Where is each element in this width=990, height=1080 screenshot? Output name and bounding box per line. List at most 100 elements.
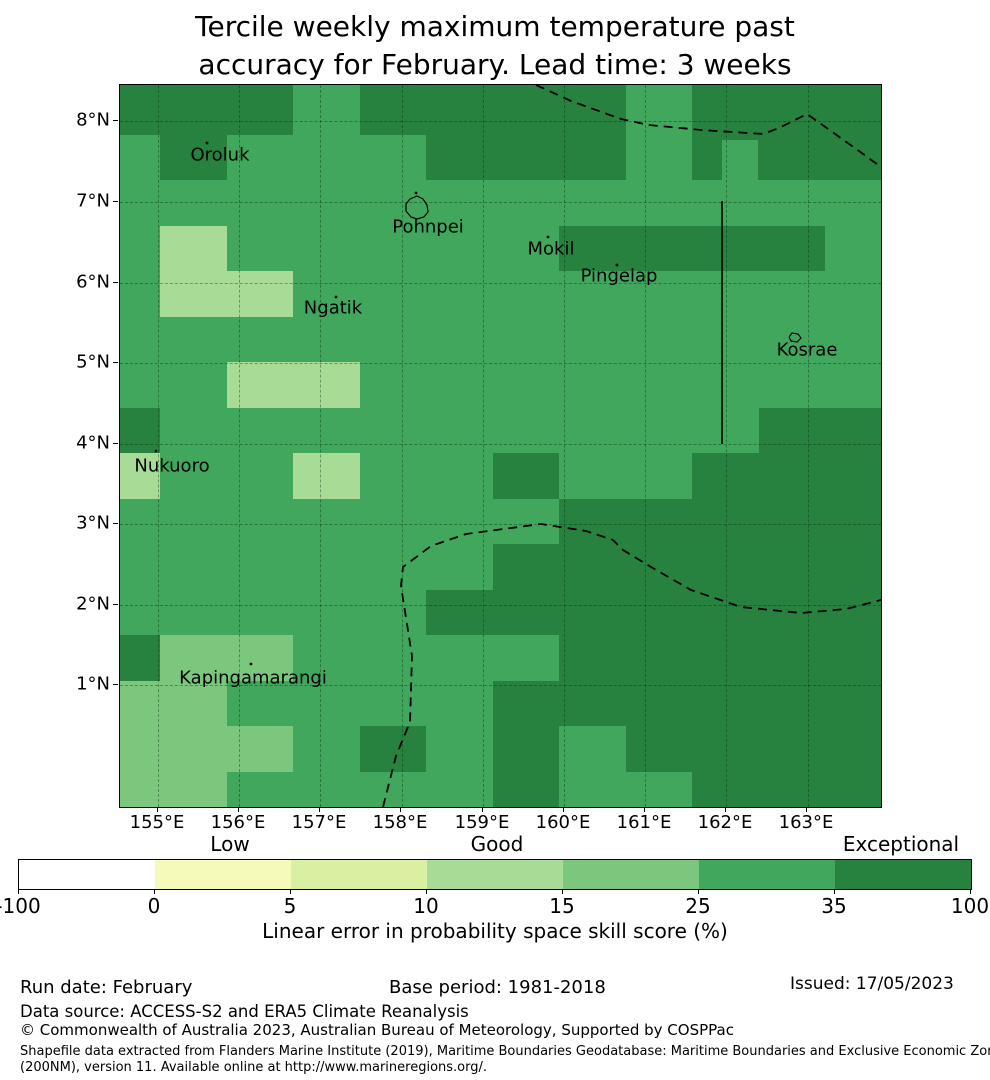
place-label-oroluk: Oroluk [190, 144, 250, 166]
island-outline-pohnpei [405, 195, 429, 220]
map-cell [293, 407, 361, 454]
map-cell [426, 407, 494, 454]
map-cell [226, 316, 294, 363]
map-cell [492, 134, 560, 181]
map-cell [758, 771, 826, 807]
graticule-meridian [483, 85, 484, 807]
figure-title-line1: Tercile weekly maximum temperature past [195, 10, 795, 43]
colorbar-tick-mark [154, 889, 155, 894]
map-cell [825, 680, 881, 727]
map-cell [758, 180, 826, 227]
map-cell [120, 680, 161, 727]
map-cell [226, 771, 294, 807]
map-cell [293, 225, 361, 272]
map-cell [120, 453, 161, 500]
map-cell [825, 544, 881, 591]
graticule-meridian [158, 85, 159, 807]
map-cell [120, 498, 161, 545]
map-cell [160, 726, 228, 773]
place-label-nukuoro: Nukuoro [134, 455, 210, 477]
map-cell [758, 85, 826, 136]
map-cell [120, 316, 161, 363]
graticule-meridian [564, 85, 565, 807]
graticule-meridian [645, 85, 646, 807]
map-panel: Oroluk Pohnpei Mokil Pingelap Ngatik Kosrae Nu… [119, 84, 882, 808]
base-period-text: Base period: 1981-2018 [389, 977, 606, 998]
map-cell [758, 407, 826, 454]
colorbar-tick-label: 15 [549, 894, 575, 918]
x-tick-label: 155°E [129, 812, 185, 833]
place-label-kosrae: Kosrae [776, 339, 838, 361]
map-cell [825, 726, 881, 773]
map-cell [758, 635, 826, 682]
graticule-meridian [808, 85, 809, 807]
map-cell [692, 771, 760, 807]
map-cell [692, 726, 760, 773]
map-cell [293, 635, 361, 682]
map-cell [426, 544, 494, 591]
x-tick-mark [319, 807, 320, 812]
map-cell [359, 407, 427, 454]
map-cell [758, 134, 826, 181]
map-cell [825, 85, 881, 136]
x-tick-mark [238, 807, 239, 812]
map-cell [160, 85, 228, 136]
map-cell [625, 316, 693, 363]
map-cell [559, 134, 627, 181]
figure-title-line2: accuracy for February. Lead time: 3 week… [198, 48, 792, 81]
map-cell [825, 271, 881, 318]
map-cell [692, 589, 760, 636]
map-cell [492, 680, 560, 727]
map-cell [692, 225, 760, 272]
map-cell [160, 225, 228, 272]
map-cell [625, 271, 693, 318]
colorbar-axis-label: Linear error in probability space skill … [262, 919, 728, 943]
map-cell [625, 180, 693, 227]
colorbar-tick-mark [698, 889, 699, 894]
map-cell [825, 180, 881, 227]
map-cell [160, 407, 228, 454]
map-cell [226, 134, 294, 181]
map-cell [559, 680, 627, 727]
colorbar-tick-mark [834, 889, 835, 894]
map-cell [692, 680, 760, 727]
colorbar-tick-label: 25 [685, 894, 711, 918]
map-cell [293, 316, 361, 363]
map-cell [758, 544, 826, 591]
atoll-dot [414, 191, 418, 195]
map-cell [559, 589, 627, 636]
graticule-parallel [120, 444, 881, 445]
y-tick-label: 7°N [76, 190, 110, 212]
map-cell [492, 407, 560, 454]
map-cell [426, 316, 494, 363]
y-tick-label: 1°N [76, 673, 110, 695]
map-cell [625, 407, 693, 454]
map-cell [226, 498, 294, 545]
map-cell [426, 362, 494, 409]
atoll-dot [615, 263, 619, 267]
map-cell [625, 589, 693, 636]
y-tick-mark [113, 684, 118, 685]
map-cell [758, 362, 826, 409]
y-tick-mark [113, 120, 118, 121]
map-cell [120, 180, 161, 227]
map-cell [120, 271, 161, 318]
island-outline-kosrae [788, 332, 802, 343]
x-tick-mark [563, 807, 564, 812]
x-tick-label: 156°E [210, 812, 266, 833]
map-cell [120, 726, 161, 773]
x-tick-mark [644, 807, 645, 812]
map-cell [825, 225, 881, 272]
colorbar-segment [155, 860, 291, 889]
graticule-meridian [320, 85, 321, 807]
map-cell [426, 271, 494, 318]
map-cell [359, 316, 427, 363]
map-vector-overlay [154, 85, 881, 807]
map-cell [692, 85, 760, 136]
eez-boundary-dashed [535, 85, 881, 168]
map-cell [492, 316, 560, 363]
map-cell [825, 407, 881, 454]
y-tick-label: 6°N [76, 271, 110, 293]
y-tick-label: 3°N [76, 512, 110, 534]
map-cell [160, 680, 228, 727]
